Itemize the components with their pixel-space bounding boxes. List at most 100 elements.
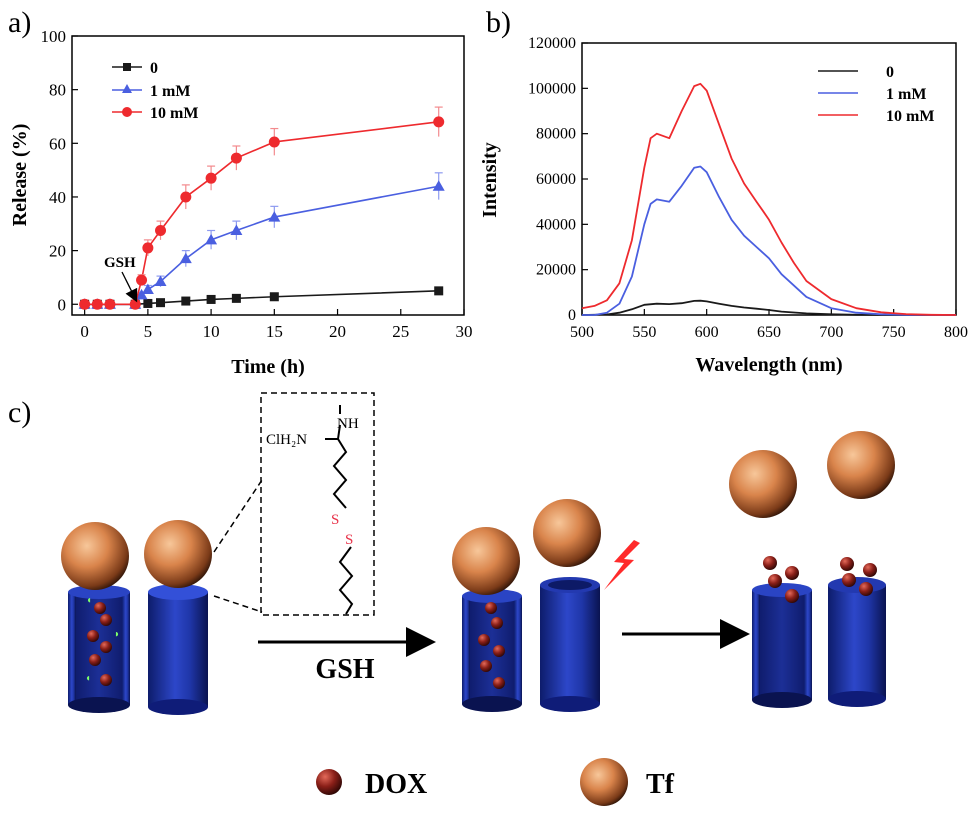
x-tick-label: 10 [203,322,220,341]
data-point [135,288,148,300]
stage1-tube-closed [148,584,208,715]
data-point [230,224,243,235]
released-dox [763,556,877,603]
tf-sphere [144,520,212,588]
chart-a-ylabel: Release (%) [9,124,31,227]
data-point [104,298,116,310]
y-tick-label: 20 [49,242,66,261]
y-tick-label: 80000 [536,126,576,143]
data-point [154,275,167,286]
chart-b-ylabel: Intensity [479,142,501,218]
x-tick-label: 25 [392,322,409,341]
y-tick-label: 40000 [536,216,576,233]
spectrum-line-0 [581,299,956,316]
structure-clh2n: ClH₂N [266,432,307,448]
emission-spectrum-chart: 500 550 600 650 700 750 800 0 20000 40000 60000 800… [479,35,968,376]
y-tick-label: 100 [41,27,67,46]
x-tick-label: 500 [570,324,594,341]
tf-sphere [533,499,601,567]
y-tick-label: 60 [49,134,66,153]
data-point [205,172,217,184]
y-tick-label: 120000 [528,35,576,52]
tf-sphere [452,527,520,595]
y-tick-label: 0 [58,295,67,314]
spectrum-line-1 [582,165,956,316]
data-point [206,294,216,304]
chart-a-legend: 0 1 mM 10 mM [112,60,198,122]
data-point [205,233,218,245]
x-tick-label: 750 [882,324,906,341]
data-point [432,180,445,191]
data-point [155,224,167,236]
x-tick-label: 650 [757,324,781,341]
dox-icon [316,769,342,795]
lightning-icon [604,540,640,590]
y-tick-label: 100000 [528,80,576,97]
svg-text:◗: ◗ [114,629,120,640]
chart-b-legend-0: 0 [886,64,894,81]
data-point [179,252,192,264]
chart-a-annotation-arrow [121,271,138,303]
x-tick-label: 5 [144,322,153,341]
linker-structure: ClH₂N NH S S [266,405,359,615]
chart-a-axes [71,35,465,316]
data-point [230,152,242,164]
y-tick-label: 20000 [536,262,576,279]
panel-label-a: a) [8,6,31,39]
data-point [268,136,280,148]
data-point [142,242,154,254]
series-line-1 [84,185,439,306]
x-tick-label: 800 [944,324,968,341]
panel-label-b: b) [486,6,511,39]
data-point [433,116,445,128]
spectrum-line-2 [581,82,957,316]
y-tick-label: 80 [49,81,66,100]
stage2-tube-open [462,589,522,712]
x-tick-label: 15 [266,322,283,341]
data-point [141,283,154,295]
data-point [143,298,153,308]
chart-a-xlabel: Time (h) [231,356,305,378]
stage3-tube-open [752,583,812,708]
svg-text:◖: ◖ [85,673,91,684]
stage2-tube-closed [540,577,600,712]
x-tick-label: 20 [329,322,346,341]
x-tick-label: 600 [695,324,719,341]
x-tick-label: 0 [80,322,89,341]
legend-marker-1 [122,84,132,93]
data-point [269,292,279,302]
data-point [180,191,192,203]
legend-marker-0 [123,63,131,71]
data-point [136,274,148,286]
chart-a-annotation-gsh: GSH [104,255,136,271]
chart-b-legend-1: 1 mM [886,86,926,103]
chart-a-legend-0: 0 [150,60,158,77]
linker-structure-box [260,392,375,616]
data-point [129,298,141,310]
y-tick-label: 0 [568,307,576,324]
chart-a-legend-1: 1 mM [150,83,190,100]
y-tick-label: 40 [49,188,66,207]
x-tick-label: 30 [456,322,473,341]
structure-nh: NH [337,416,359,432]
tf-icon [580,758,628,806]
gsh-arrow-label: GSH [315,654,374,685]
chart-b-xlabel: Wavelength (nm) [695,354,842,376]
svg-text:◖: ◖ [86,595,92,606]
x-tick-label: 550 [632,324,656,341]
schematic-panel: ◖ ◗ ◖ ClH₂N NH S S GSH [61,392,895,806]
data-point [156,298,166,308]
tf-sphere [61,522,129,590]
legend-tf-label: Tf [646,769,675,800]
panel-label-c: c) [8,396,31,429]
y-tick-label: 60000 [536,171,576,188]
data-point [434,286,444,296]
chart-b-legend: 0 1 mM 10 mM [818,64,934,125]
chart-a-legend-2: 10 mM [150,105,198,122]
legend-dox-label: DOX [365,769,427,800]
legend-marker-2 [122,107,132,117]
data-point [181,296,191,306]
stage3-tube-closed [828,577,886,707]
data-point [268,211,281,222]
